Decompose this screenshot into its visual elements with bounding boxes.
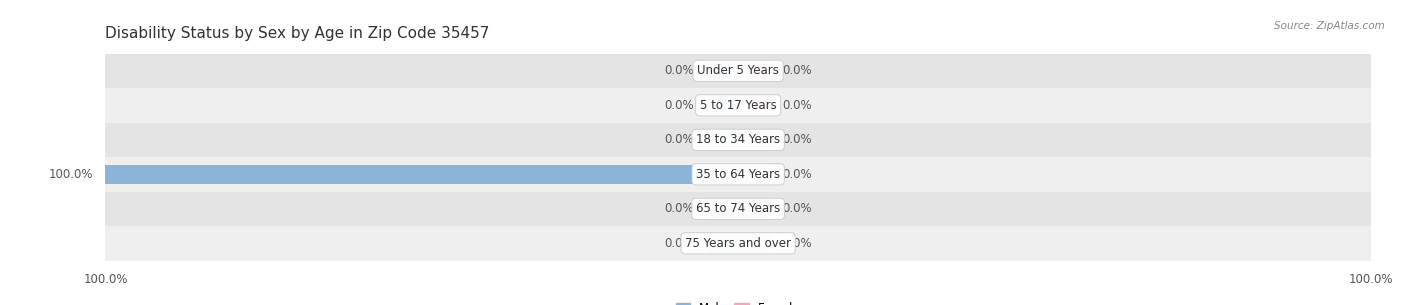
Legend: Male, Female: Male, Female	[676, 302, 800, 305]
Text: 18 to 34 Years: 18 to 34 Years	[696, 133, 780, 146]
Bar	[707, 234, 738, 253]
Text: 75 Years and over: 75 Years and over	[685, 237, 792, 250]
Bar	[105, 88, 1371, 123]
Bar	[738, 199, 770, 218]
Bar	[738, 96, 770, 115]
Bar	[738, 61, 770, 80]
Text: 0.0%: 0.0%	[782, 168, 813, 181]
Bar	[105, 54, 1371, 88]
Text: 0.0%: 0.0%	[782, 64, 813, 77]
Text: 65 to 74 Years: 65 to 74 Years	[696, 202, 780, 215]
Text: 0.0%: 0.0%	[664, 133, 695, 146]
Bar	[707, 130, 738, 149]
Bar	[105, 165, 738, 184]
Text: 0.0%: 0.0%	[664, 237, 695, 250]
Text: 5 to 17 Years: 5 to 17 Years	[700, 99, 776, 112]
Bar	[105, 123, 1371, 157]
Bar	[105, 157, 1371, 192]
Text: Source: ZipAtlas.com: Source: ZipAtlas.com	[1274, 21, 1385, 31]
Bar	[105, 226, 1371, 260]
Text: 0.0%: 0.0%	[664, 64, 695, 77]
Bar	[738, 165, 770, 184]
Text: 0.0%: 0.0%	[782, 99, 813, 112]
Text: 100.0%: 100.0%	[48, 168, 93, 181]
Text: 0.0%: 0.0%	[782, 133, 813, 146]
Text: 35 to 64 Years: 35 to 64 Years	[696, 168, 780, 181]
Text: 0.0%: 0.0%	[782, 202, 813, 215]
Text: 0.0%: 0.0%	[782, 237, 813, 250]
Bar	[738, 234, 770, 253]
Bar	[738, 130, 770, 149]
Text: Disability Status by Sex by Age in Zip Code 35457: Disability Status by Sex by Age in Zip C…	[105, 26, 489, 41]
Text: 0.0%: 0.0%	[664, 99, 695, 112]
Bar	[707, 96, 738, 115]
Bar	[707, 199, 738, 218]
Bar	[105, 192, 1371, 226]
Text: 0.0%: 0.0%	[664, 202, 695, 215]
Bar	[707, 61, 738, 80]
Text: Under 5 Years: Under 5 Years	[697, 64, 779, 77]
